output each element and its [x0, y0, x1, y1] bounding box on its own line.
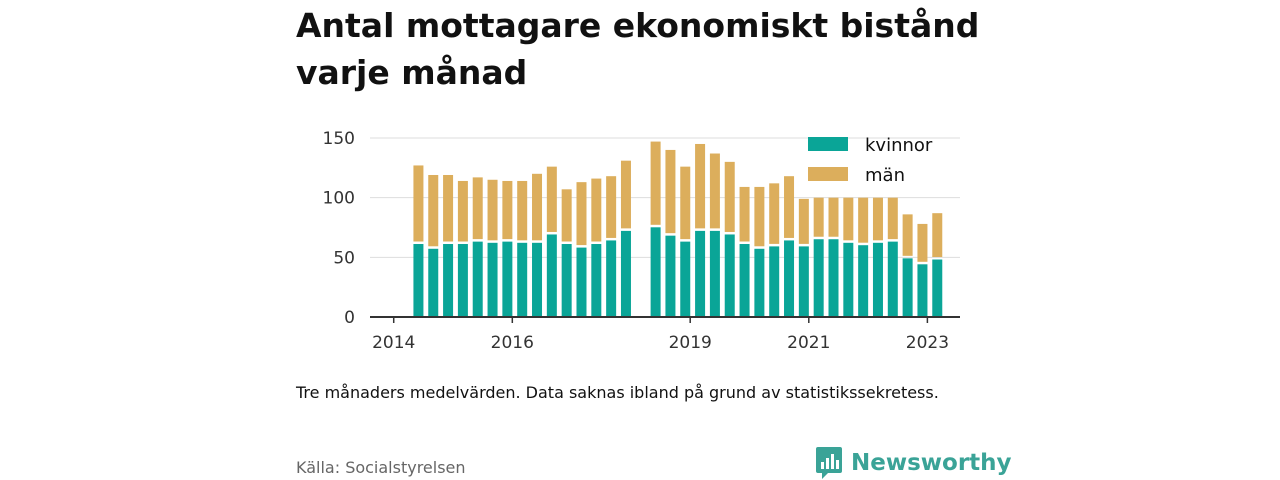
bar-män — [680, 166, 691, 240]
bar-män — [798, 198, 809, 244]
bar-män — [709, 153, 720, 229]
bar-män — [902, 214, 913, 256]
bar-män — [591, 178, 602, 242]
x-tick-label: 2014 — [372, 333, 415, 353]
bar-kvinnor — [917, 264, 928, 317]
bar-kvinnor — [620, 230, 631, 317]
bar-kvinnor — [502, 241, 513, 317]
bar-kvinnor — [813, 239, 824, 317]
bar-kvinnor — [828, 239, 839, 317]
bar-män — [561, 189, 572, 242]
bar-män — [754, 186, 765, 247]
bar-kvinnor — [887, 241, 898, 317]
bar-kvinnor — [472, 241, 483, 317]
x-tick-label: 2021 — [787, 333, 830, 353]
bar-kvinnor — [769, 246, 780, 317]
newsworthy-logo-icon — [816, 447, 842, 479]
bar-män — [887, 197, 898, 240]
bar-män — [487, 179, 498, 241]
bar-män — [769, 183, 780, 244]
bar-kvinnor — [932, 259, 943, 317]
bar-män — [502, 180, 513, 240]
bar-kvinnor — [858, 245, 869, 317]
bar-män — [917, 223, 928, 262]
bar-män — [443, 174, 454, 242]
bar-kvinnor — [443, 244, 454, 317]
bar-män — [813, 197, 824, 237]
bar-kvinnor — [457, 244, 468, 317]
x-tick-label: 2023 — [906, 333, 949, 353]
bar-kvinnor — [561, 244, 572, 317]
chart-axes: 0 50 100 150 2014 2016 2019 2021 2023 — [323, 129, 960, 353]
legend-label: kvinnor — [865, 135, 933, 156]
bar-kvinnor — [872, 242, 883, 317]
bar-män — [413, 165, 424, 242]
bar-män — [472, 177, 483, 240]
bar-män — [576, 182, 587, 246]
bar-män — [428, 174, 439, 247]
bar-män — [546, 166, 557, 232]
bar-kvinnor — [487, 242, 498, 317]
bar-chart: 0 50 100 150 2014 2016 2019 2021 2023 kvinnor män — [323, 129, 960, 353]
bar-kvinnor — [843, 242, 854, 317]
chart-legend: kvinnor män — [808, 135, 933, 186]
chart-title: Antal mottagare ekonomiskt bistånd varje… — [296, 6, 980, 92]
bar-kvinnor — [591, 244, 602, 317]
bar-män — [457, 180, 468, 242]
legend-swatch — [808, 137, 848, 151]
y-tick-label: 0 — [344, 308, 355, 328]
bar-män — [858, 197, 869, 243]
bar-kvinnor — [517, 242, 528, 317]
bar-män — [872, 197, 883, 241]
bar-kvinnor — [709, 230, 720, 317]
bar-kvinnor — [784, 240, 795, 317]
bar-män — [665, 149, 676, 234]
bar-män — [650, 141, 661, 225]
brand-name: Newsworthy — [851, 450, 1012, 476]
bar-kvinnor — [724, 234, 735, 317]
y-tick-label: 50 — [333, 248, 355, 268]
bar-män — [606, 176, 617, 238]
y-tick-label: 100 — [323, 189, 355, 209]
bar-kvinnor — [680, 241, 691, 317]
chart-note: Tre månaders medelvärden. Data saknas ib… — [296, 383, 939, 402]
brand-logo[interactable]: Newsworthy — [815, 446, 1012, 480]
bar-kvinnor — [665, 235, 676, 317]
y-tick-label: 150 — [323, 129, 355, 149]
bar-män — [932, 213, 943, 258]
bar-kvinnor — [606, 240, 617, 317]
legend-label: män — [865, 165, 905, 186]
bar-män — [739, 186, 750, 242]
bar-män — [724, 161, 735, 232]
bar-kvinnor — [576, 247, 587, 317]
source-text: Källa: Socialstyrelsen — [296, 458, 466, 477]
bar-män — [532, 173, 543, 241]
x-tick-label: 2016 — [491, 333, 534, 353]
bar-män — [828, 197, 839, 237]
x-tick-label: 2019 — [669, 333, 712, 353]
bar-män — [784, 176, 795, 238]
bar-män — [695, 143, 706, 229]
chart-bars — [413, 141, 943, 317]
bar-kvinnor — [739, 244, 750, 317]
bar-kvinnor — [902, 258, 913, 317]
bar-män — [620, 160, 631, 229]
bar-kvinnor — [428, 248, 439, 317]
bar-kvinnor — [798, 246, 809, 317]
bar-kvinnor — [532, 242, 543, 317]
bar-män — [517, 180, 528, 241]
bar-kvinnor — [413, 244, 424, 317]
legend-swatch — [808, 167, 848, 181]
bar-kvinnor — [695, 230, 706, 317]
bar-män — [843, 197, 854, 241]
bar-kvinnor — [546, 234, 557, 317]
bar-kvinnor — [754, 248, 765, 317]
bar-kvinnor — [650, 227, 661, 317]
